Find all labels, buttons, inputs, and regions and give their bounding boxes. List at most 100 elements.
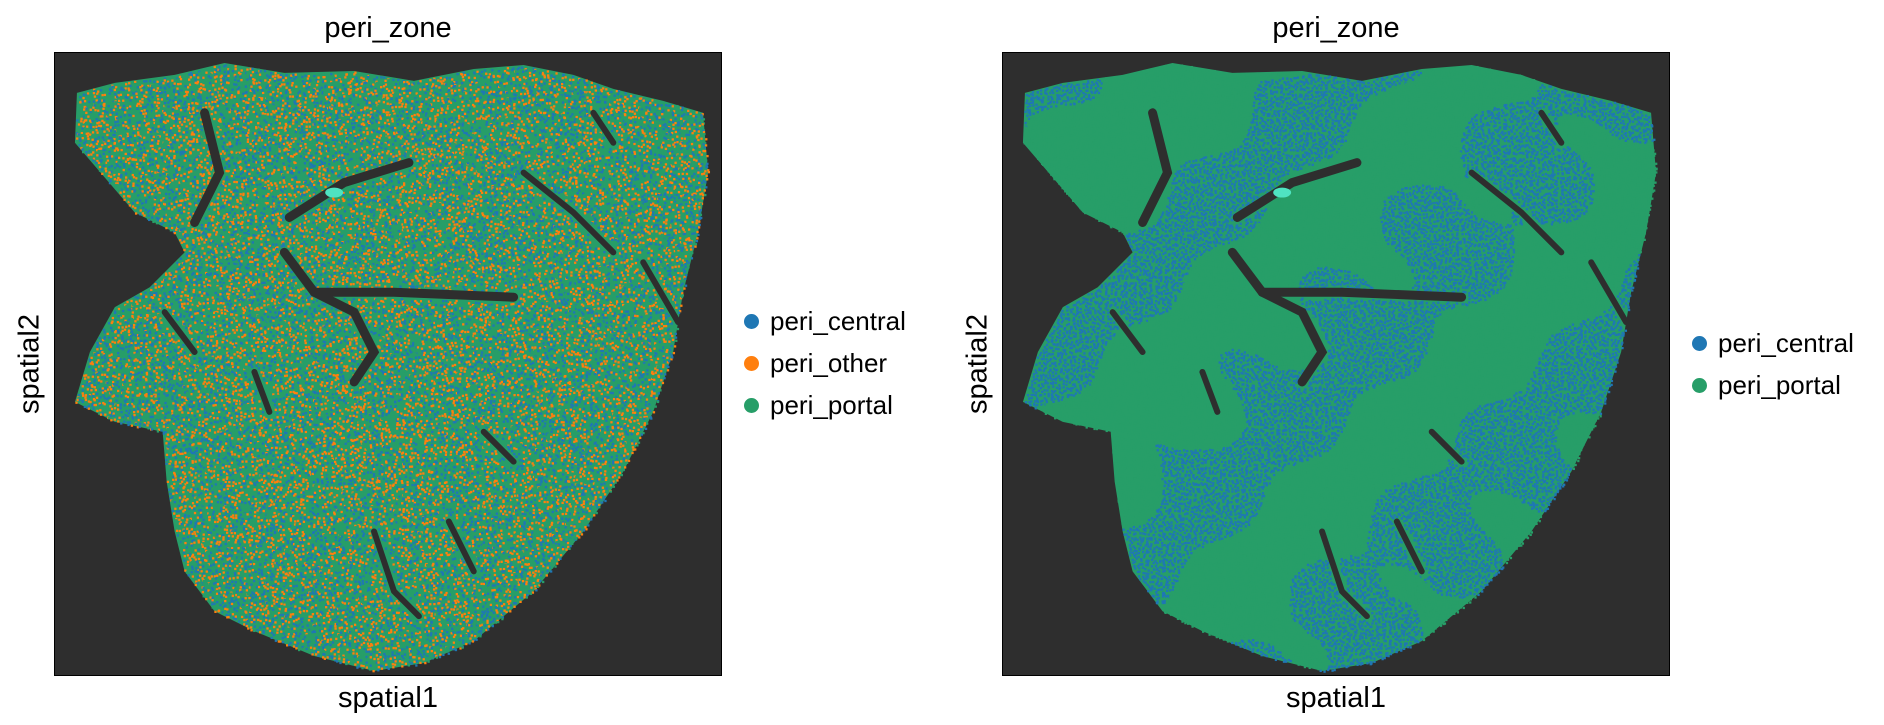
data-point-peri_portal	[302, 73, 304, 75]
data-point-peri_central	[669, 104, 671, 106]
data-point-peri_central	[649, 120, 651, 122]
data-point-peri_portal	[432, 131, 434, 133]
data-point-peri_central	[264, 147, 266, 149]
data-point-peri_other	[175, 101, 177, 103]
data-point-peri_other	[476, 71, 478, 73]
data-point-peri_other	[85, 112, 87, 114]
data-point-peri_other	[283, 143, 285, 145]
data-point-peri_portal	[363, 74, 365, 76]
data-point-peri_other	[173, 118, 175, 120]
data-point-peri_central	[149, 80, 151, 82]
data-point-peri_central	[430, 128, 432, 130]
data-point-peri_central	[356, 80, 358, 82]
data-point-peri_central	[407, 134, 409, 136]
data-point-peri_central	[306, 87, 308, 89]
data-point-peri_central	[269, 156, 271, 158]
data-point-peri_other	[230, 127, 232, 129]
data-point-peri_central	[252, 155, 254, 157]
data-point-peri_other	[319, 105, 321, 107]
data-point-peri_central	[369, 95, 371, 97]
data-point-peri_central	[371, 114, 373, 116]
data-point-peri_central	[117, 105, 119, 107]
data-point-peri_central	[83, 94, 85, 96]
data-point-peri_portal	[272, 119, 274, 121]
data-point-peri_portal	[286, 119, 288, 121]
data-point-peri_portal	[508, 114, 510, 116]
data-point-peri_other	[104, 94, 106, 96]
data-point-peri_other	[465, 146, 467, 148]
data-point-peri_other	[525, 88, 527, 90]
data-point-peri_portal	[316, 73, 318, 75]
data-point-peri_central	[362, 111, 364, 113]
data-point-peri_portal	[504, 105, 506, 107]
data-point-peri_portal	[337, 137, 339, 139]
data-point-peri_other	[214, 88, 216, 90]
data-point-peri_other	[623, 130, 625, 132]
data-point-peri_other	[437, 109, 439, 111]
data-point-peri_central	[295, 107, 297, 109]
data-point-peri_portal	[225, 123, 227, 125]
data-point-peri_portal	[301, 83, 303, 85]
data-point-peri_central	[360, 143, 362, 145]
data-point-peri_portal	[283, 96, 285, 98]
data-point-peri_central	[546, 114, 548, 116]
data-point-peri_central	[674, 118, 676, 120]
data-point-peri_portal	[144, 129, 146, 131]
data-point-peri_central	[329, 126, 331, 128]
data-point-peri_other	[187, 86, 189, 88]
data-point-peri_central	[677, 124, 679, 126]
data-point-peri_other	[314, 108, 316, 110]
data-point-peri_other	[137, 131, 139, 133]
data-point-peri_central	[223, 142, 225, 144]
data-point-peri_portal	[481, 120, 483, 122]
data-point-peri_other	[226, 143, 228, 145]
data-point-peri_other	[425, 98, 427, 100]
data-point-peri_portal	[602, 150, 604, 152]
data-point-peri_other	[444, 140, 446, 142]
data-point-peri_other	[308, 121, 310, 123]
data-point-peri_other	[591, 93, 593, 95]
data-point-peri_central	[146, 110, 148, 112]
data-point-peri_central	[223, 117, 225, 119]
data-point-peri_other	[219, 118, 221, 120]
data-point-peri_portal	[501, 135, 503, 137]
data-point-peri_other	[97, 140, 99, 142]
data-point-peri_portal	[626, 144, 628, 146]
data-point-peri_portal	[624, 119, 626, 121]
data-point-peri_central	[251, 68, 253, 70]
data-point-peri_portal	[336, 100, 338, 102]
data-point-peri_portal	[625, 140, 627, 142]
data-point-peri_other	[435, 85, 437, 87]
data-point-peri_portal	[641, 150, 643, 152]
data-point-peri_other	[289, 125, 291, 127]
data-point-peri_other	[476, 110, 478, 112]
data-point-peri_other	[526, 90, 528, 92]
data-point-peri_other	[684, 127, 686, 129]
data-point-peri_central	[437, 140, 439, 142]
data-point-peri_portal	[262, 94, 264, 96]
data-point-peri_portal	[256, 118, 258, 120]
data-point-peri_other	[556, 112, 558, 114]
data-point-peri_portal	[201, 138, 203, 140]
data-point-peri_central	[215, 108, 217, 110]
data-point-peri_other	[614, 125, 616, 127]
data-point-peri_central	[79, 140, 81, 142]
data-point-peri_other	[383, 85, 385, 87]
data-point-peri_other	[501, 98, 503, 100]
data-point-peri_portal	[386, 159, 388, 161]
data-point-peri_portal	[449, 108, 451, 110]
data-point-peri_portal	[606, 147, 608, 149]
data-point-peri_other	[492, 130, 494, 132]
data-point-peri_central	[381, 89, 383, 91]
data-point-peri_central	[501, 152, 503, 154]
data-point-peri_portal	[228, 86, 230, 88]
data-point-peri_other	[427, 148, 429, 150]
data-point-peri_central	[301, 129, 303, 131]
data-point-peri_portal	[78, 131, 80, 133]
data-point-peri_portal	[534, 146, 536, 148]
data-point-peri_central	[636, 138, 638, 140]
data-point-peri_other	[279, 116, 281, 118]
data-point-peri_other	[643, 99, 645, 101]
data-point-peri_other	[196, 110, 198, 112]
data-point-peri_portal	[100, 132, 102, 134]
